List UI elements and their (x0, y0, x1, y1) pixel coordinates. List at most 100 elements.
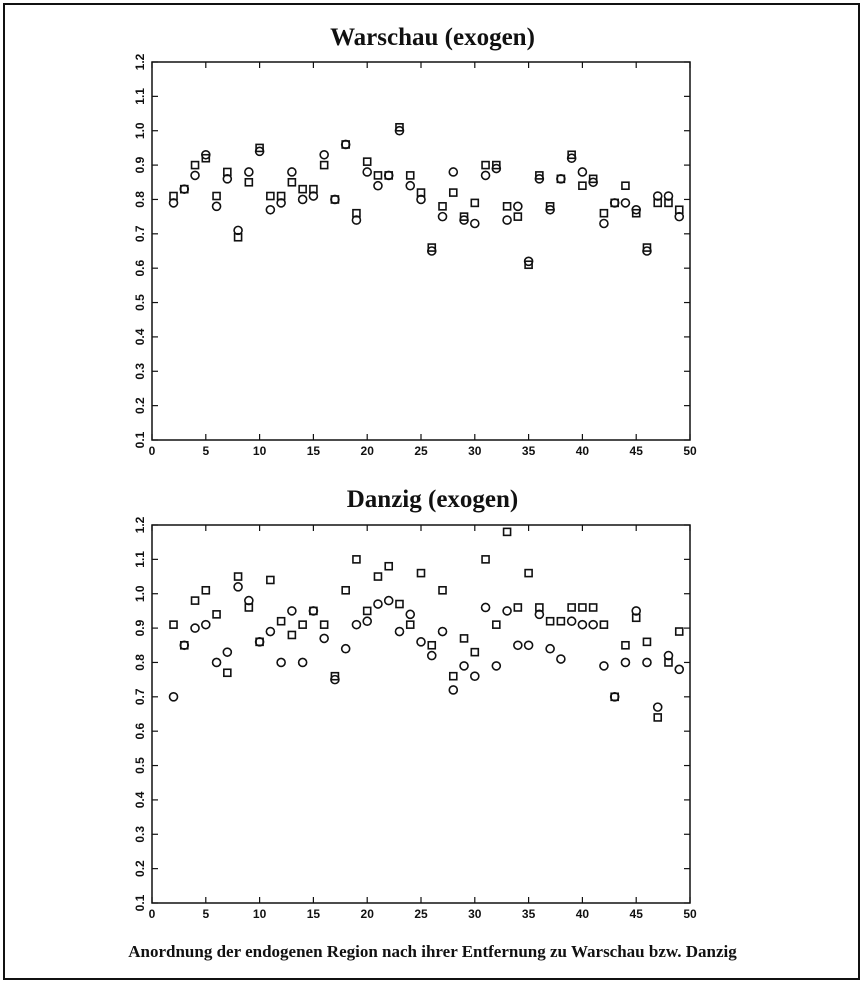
data-point-circle (297, 657, 308, 668)
data-point-circle (222, 647, 233, 657)
y-tick-label: 0.9 (133, 619, 147, 636)
x-tick-label: 0 (149, 907, 156, 921)
y-tick-label: 0.1 (133, 894, 147, 911)
data-point-square (448, 188, 458, 197)
x-tick-label: 45 (630, 907, 644, 921)
data-point-circle (642, 246, 652, 256)
data-point-circle (631, 204, 642, 215)
data-point-circle (663, 191, 674, 201)
x-tick-label: 5 (202, 444, 209, 458)
data-point-circle (201, 619, 211, 630)
data-point-circle (674, 664, 685, 675)
data-point-circle (287, 606, 297, 616)
data-point-circle (513, 640, 523, 651)
data-point-square (524, 260, 533, 270)
y-tick-label: 0.1 (133, 431, 147, 448)
y-tick-label: 0.4 (133, 791, 147, 808)
data-point-circle (168, 692, 179, 702)
data-point-square (341, 585, 350, 595)
data-point-square (578, 603, 587, 612)
data-point-square (330, 671, 340, 681)
data-point-circle (620, 198, 631, 208)
data-point-square (492, 160, 501, 170)
y-tick-label: 0.7 (133, 225, 147, 242)
data-point-square (513, 212, 523, 221)
data-point-square (567, 603, 576, 612)
data-point-square (298, 184, 307, 194)
data-point-circle (254, 637, 265, 647)
data-point-square (545, 616, 555, 626)
data-point-square (588, 174, 598, 184)
data-point-circle (566, 616, 577, 627)
data-point-circle (556, 174, 566, 184)
data-point-circle (340, 643, 351, 654)
data-point-circle (297, 194, 308, 205)
data-point-circle (233, 225, 243, 236)
data-point-square (492, 620, 501, 629)
data-point-square (481, 555, 490, 564)
data-point-circle (609, 198, 620, 208)
y-tick-label: 0.2 (133, 860, 147, 877)
data-point-circle (545, 204, 555, 215)
y-tick-label: 0.8 (133, 191, 147, 208)
x-tick-label: 10 (253, 907, 267, 921)
data-point-circle (254, 146, 265, 157)
y-tick-label: 1.1 (133, 551, 147, 568)
data-point-circle (222, 174, 233, 184)
data-point-square (545, 202, 555, 211)
data-point-circle (351, 215, 362, 225)
data-point-circle (190, 623, 200, 633)
data-point-square (395, 599, 404, 609)
data-point-square (276, 616, 286, 626)
data-point-circle (211, 657, 222, 668)
x-tick-label: 35 (522, 444, 536, 458)
data-point-circle (168, 198, 179, 208)
data-point-square (427, 243, 437, 252)
data-point-square (352, 555, 361, 564)
data-point-square (373, 171, 383, 180)
data-point-square (621, 640, 630, 650)
data-point-circle (244, 167, 254, 177)
y-tick-label: 1.1 (133, 88, 147, 105)
data-point-square (470, 647, 480, 657)
data-point-circle (577, 167, 588, 177)
data-point-square (298, 620, 307, 629)
data-point-circle (534, 174, 545, 184)
data-point-square (459, 634, 469, 643)
data-point-circle (469, 218, 480, 229)
data-point-circle (179, 640, 190, 651)
data-point-square (502, 202, 512, 211)
data-point-square (642, 637, 652, 647)
data-point-circle (588, 619, 598, 630)
data-point-circle (631, 606, 642, 616)
data-point-square (212, 610, 221, 619)
data-point-square (319, 620, 329, 629)
data-point-circle (308, 606, 319, 616)
data-point-circle (599, 661, 609, 671)
data-point-circle (179, 184, 190, 194)
x-tick-label: 50 (683, 907, 697, 921)
y-tick-label: 0.5 (133, 757, 147, 774)
data-point-square (599, 208, 609, 218)
data-point-square (438, 585, 447, 595)
figure-frame (3, 3, 860, 980)
data-point-square (481, 160, 490, 170)
y-tick-label: 0.8 (133, 654, 147, 671)
data-point-square (621, 181, 630, 191)
x-tick-label: 40 (576, 444, 590, 458)
data-point-circle (201, 149, 211, 160)
data-point-circle (265, 626, 276, 637)
y-tick-label: 1.0 (133, 585, 147, 602)
data-point-circle (459, 661, 469, 671)
data-point-circle (383, 170, 394, 181)
data-point-circle (405, 609, 416, 620)
y-tick-label: 0.6 (133, 723, 147, 740)
data-point-square (190, 160, 200, 170)
data-point-circle (556, 654, 566, 664)
data-point-square (470, 198, 480, 208)
data-point-circle (609, 692, 620, 702)
y-tick-label: 0.9 (133, 156, 147, 173)
chart-title-danzig: Danzig (exogen) (346, 486, 519, 513)
data-point-square (395, 122, 404, 132)
